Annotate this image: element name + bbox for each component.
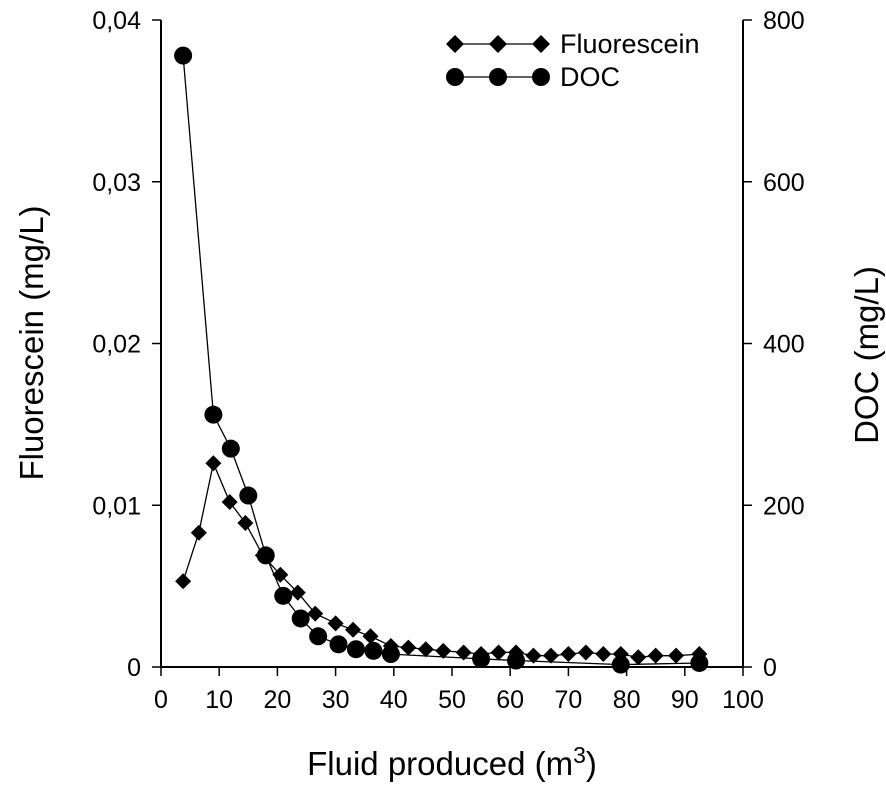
x-tick-label: 50 xyxy=(438,686,466,714)
x-tick-label: 0 xyxy=(154,686,168,714)
data-point-fluorescein xyxy=(560,646,577,663)
data-point-doc xyxy=(611,655,630,674)
x-tick-label: 20 xyxy=(263,686,291,714)
legend-doc-label: DOC xyxy=(560,62,620,92)
legend-fluorescein-marker xyxy=(446,35,464,53)
legend-doc-marker xyxy=(446,68,464,86)
data-point-doc xyxy=(204,405,223,424)
data-point-doc xyxy=(274,586,293,605)
x-tick-label: 10 xyxy=(205,686,233,714)
data-point-fluorescein xyxy=(417,641,434,658)
y-right-tick-label: 600 xyxy=(763,169,805,197)
x-tick-label: 90 xyxy=(671,686,699,714)
data-point-doc xyxy=(507,651,526,670)
legend-fluorescein-marker xyxy=(489,35,507,53)
data-point-fluorescein xyxy=(307,605,324,622)
data-point-doc xyxy=(256,546,275,565)
x-tick-label: 30 xyxy=(322,686,350,714)
legend-doc-marker xyxy=(489,68,507,86)
x-tick-label: 40 xyxy=(380,686,408,714)
data-point-fluorescein xyxy=(542,647,559,664)
data-point-fluorescein xyxy=(435,642,452,659)
y-left-tick-label: 0,04 xyxy=(92,7,141,35)
x-axis-title-end: ) xyxy=(586,745,597,782)
data-point-fluorescein xyxy=(221,494,238,511)
data-point-fluorescein xyxy=(490,644,507,661)
legend-entry-doc: DOC xyxy=(446,62,620,92)
data-point-doc xyxy=(221,439,240,458)
data-point-doc xyxy=(309,627,328,646)
data-point-fluorescein xyxy=(190,524,207,541)
y-left-tick-label: 0,03 xyxy=(92,169,141,197)
data-point-fluorescein xyxy=(237,515,254,532)
y-axis-right-title: DOC (mg/L) xyxy=(848,266,885,444)
x-tick-label: 70 xyxy=(554,686,582,714)
data-point-fluorescein xyxy=(595,646,612,663)
data-point-fluorescein xyxy=(289,584,306,601)
y-left-tick-label: 0 xyxy=(127,654,141,682)
data-point-fluorescein xyxy=(205,455,222,472)
data-point-fluorescein xyxy=(345,621,362,638)
data-point-doc xyxy=(346,640,365,659)
data-point-doc xyxy=(239,486,258,505)
data-point-doc xyxy=(329,635,348,654)
legend-doc-marker xyxy=(532,68,550,86)
data-point-doc xyxy=(472,649,491,668)
data-point-fluorescein xyxy=(175,573,192,590)
axes-layer xyxy=(160,20,744,668)
legend-entry-fluorescein: Fluorescein xyxy=(446,29,700,59)
y-axis-left-title: Fluorescein (mg/L) xyxy=(13,205,50,480)
y-right-tick-label: 400 xyxy=(763,331,805,359)
data-point-fluorescein xyxy=(455,644,472,661)
data-point-fluorescein xyxy=(400,639,417,656)
data-point-fluorescein xyxy=(577,644,594,661)
x-tick-label: 80 xyxy=(613,686,641,714)
series-line-doc xyxy=(182,55,700,666)
y-right-tick-label: 0 xyxy=(763,654,777,682)
ticks-layer: 0 10 20 30 40 50 60 70 80 90 100 0 0,01 0,02 0,03 0,04 0… xyxy=(92,7,804,714)
y-right-tick-label: 200 xyxy=(763,492,805,520)
x-axis-title-superscript: 3 xyxy=(573,742,586,768)
legend: Fluorescein DOC xyxy=(446,29,700,92)
data-point-doc xyxy=(381,645,400,664)
y-left-tick-label: 0,02 xyxy=(92,331,141,359)
data-point-fluorescein xyxy=(362,628,379,645)
data-point-doc xyxy=(291,609,310,628)
x-tick-label: 60 xyxy=(496,686,524,714)
data-point-fluorescein xyxy=(647,647,664,664)
data-point-fluorescein xyxy=(525,647,542,664)
x-tick-label: 100 xyxy=(722,686,764,714)
data-point-doc xyxy=(364,641,383,660)
data-point-doc xyxy=(174,46,193,65)
data-point-fluorescein xyxy=(630,649,647,666)
legend-fluorescein-label: Fluorescein xyxy=(560,29,700,59)
data-point-doc xyxy=(690,653,709,672)
series-layer xyxy=(174,46,709,674)
data-point-fluorescein xyxy=(668,647,685,664)
x-axis-title: Fluid produced (m3) xyxy=(307,742,597,782)
legend-fluorescein-marker xyxy=(532,35,550,53)
data-point-fluorescein xyxy=(327,615,344,632)
y-left-tick-label: 0,01 xyxy=(92,492,141,520)
y-right-tick-label: 800 xyxy=(763,7,805,35)
